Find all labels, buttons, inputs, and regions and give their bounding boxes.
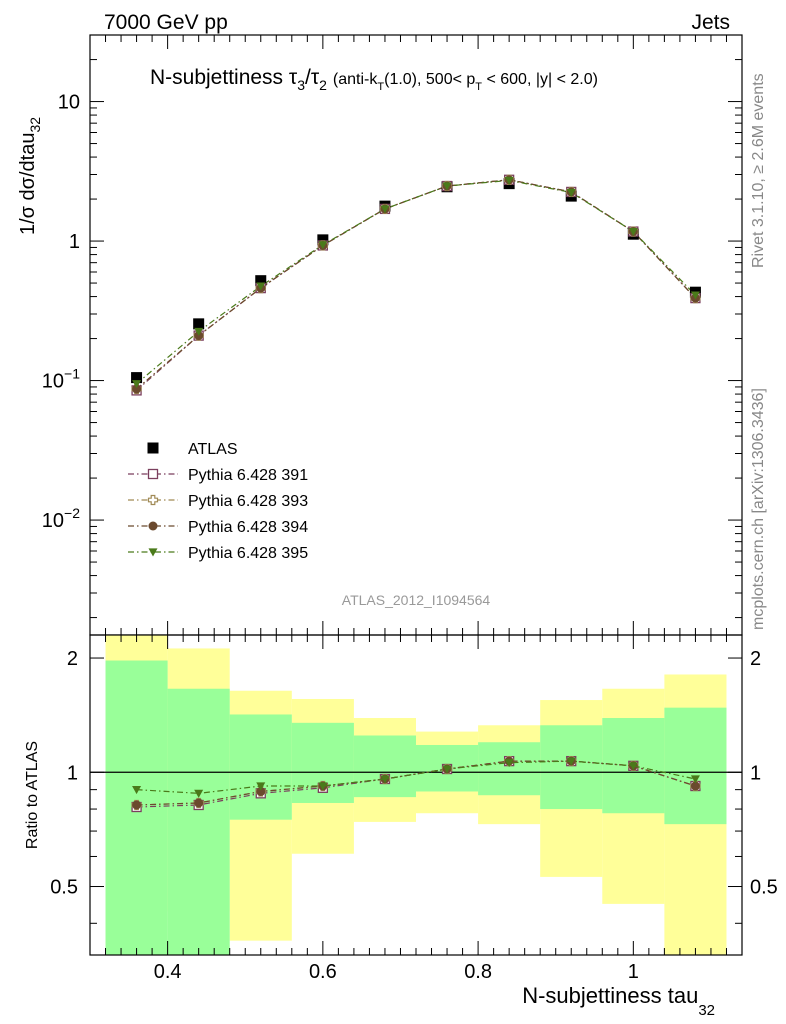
legend-label: Pythia 6.428 391 [188,467,308,484]
legend: ATLAS Pythia 6.428 391 Pythia 6.428 393 Pyt… [128,441,308,562]
main-mc-point [566,188,576,197]
title-detail-sub-t: T [377,81,384,93]
main-series-line [136,179,696,390]
main-series-line [136,179,696,385]
ratio-point [194,798,204,808]
main-mc-point [318,241,328,250]
main-series-line [136,179,696,390]
ratio-y-tick-label-right: 0.5 [750,877,778,899]
ratio-y-tick-label-left: 1 [67,762,78,784]
ratio-band-inner [229,714,292,820]
header-right: Jets [691,11,730,34]
ratio-axis-ticks: 2 2 1 1 0.5 0.5 0.4 0.6 0.8 1 [50,635,778,983]
ratio-band-inner [353,735,416,798]
ratio-point [318,782,328,791]
title-sub3: 3 [297,77,305,93]
legend-marker [148,521,158,531]
main-plot-area [131,174,701,396]
ratio-point [504,759,514,768]
x-axis-label-sub: 32 [698,1002,715,1019]
tick-exponent: −1 [64,366,80,382]
main-mc-point [132,380,142,389]
legend-marker [147,494,159,506]
title-sub2: 2 [319,77,327,93]
ratio-point [132,800,142,810]
ratio-point [380,775,390,784]
x-tick-label: 0.6 [309,961,337,983]
atlas-data-point [131,372,143,384]
x-axis-label: N-subjettiness tau32 [522,983,715,1019]
x-tick-label: 1 [628,961,639,983]
rivet-version-text: Rivet 3.1.10, ≥ 2.6M events [750,73,767,268]
ratio-y-tick-label-right: 2 [750,648,761,670]
atlas-data-point [255,275,267,287]
legend-label: Pythia 6.428 395 [188,545,308,562]
ratio-y-tick-label-right: 1 [750,762,761,784]
title-detail-a: (anti-k [333,71,378,88]
legend-label: Pythia 6.428 393 [188,493,308,510]
main-mc-point [380,205,390,214]
main-mc-point [628,227,638,237]
legend-marker [147,468,159,480]
main-series-line [136,179,696,391]
main-y-label-text: 1/σ dσ/dtau [17,133,39,236]
ratio-point [256,786,266,796]
main-mc-point [442,182,452,191]
main-y-label-sub: 32 [27,117,43,133]
main-y-label: 1/σ dσ/dtau32 [17,117,43,235]
ratio-point [566,757,576,766]
ratio-y-label: Ratio to ATLAS [24,741,41,849]
x-tick-label: 0.8 [464,961,492,983]
title-detail-sub-t2: T [475,81,482,93]
atlas-data-point [193,318,205,330]
ratio-point [132,786,142,795]
title-detail-c: < 600, |y| < 2.0) [482,71,598,88]
main-y-tick-label: 1 [69,231,80,253]
tick-base: 10 [42,510,64,532]
main-y-tick-label: 10 [58,92,80,114]
atlas-data-point [317,234,329,246]
main-y-tick-label: 10−1 [42,366,80,393]
ratio-band-inner [478,742,541,796]
ratio-band-inner [664,707,727,825]
main-mc-point [194,327,204,336]
ratio-panel: 2 2 1 1 0.5 0.5 0.4 0.6 0.8 1 Ratio to ATLAS N-su… [24,634,778,1019]
ratio-y-tick-label-left: 2 [67,648,78,670]
main-mc-point [256,282,266,291]
main-mc-point [690,291,700,300]
ratio-point [256,782,266,791]
mcplots-text: mcplots.cern.ch [arXiv:1306.3436] [750,388,767,630]
ratio-point [194,789,204,798]
plot-title: N-subjettiness τ3/τ2 (anti-kT(1.0), 500< … [150,66,598,93]
ratio-series-line [136,760,696,806]
title-detail-b: (1.0), 500< p [384,71,475,88]
x-tick-label: 0.4 [154,961,182,983]
ratio-point [690,781,700,791]
tick-exponent: −2 [64,505,80,521]
legend-marker [148,548,158,557]
legend-label: Pythia 6.428 394 [188,519,308,536]
title-slash: /τ [305,66,320,89]
analysis-id-watermark: ATLAS_2012_I1094564 [342,592,491,608]
title-main: N-subjettiness τ [150,66,298,89]
main-mc-point [132,384,142,394]
legend-label: ATLAS [188,441,238,458]
ratio-band-inner [167,688,230,955]
x-axis-label-text: N-subjettiness tau [522,983,698,1008]
main-mc-point [504,176,514,185]
main-y-tick-label: 10−2 [42,505,80,532]
tick-base: 10 [42,371,64,393]
ratio-point [442,765,452,774]
ratio-band-inner [540,725,603,810]
ratio-point [628,762,638,771]
ratio-y-tick-label-left: 0.5 [50,877,78,899]
ratio-point [690,775,700,784]
legend-marker [147,442,159,454]
ratio-plot-area [90,635,742,955]
header-left: 7000 GeV pp [104,11,228,34]
